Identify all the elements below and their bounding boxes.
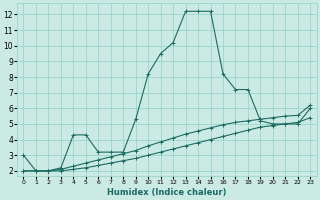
X-axis label: Humidex (Indice chaleur): Humidex (Indice chaleur) [107, 188, 227, 197]
